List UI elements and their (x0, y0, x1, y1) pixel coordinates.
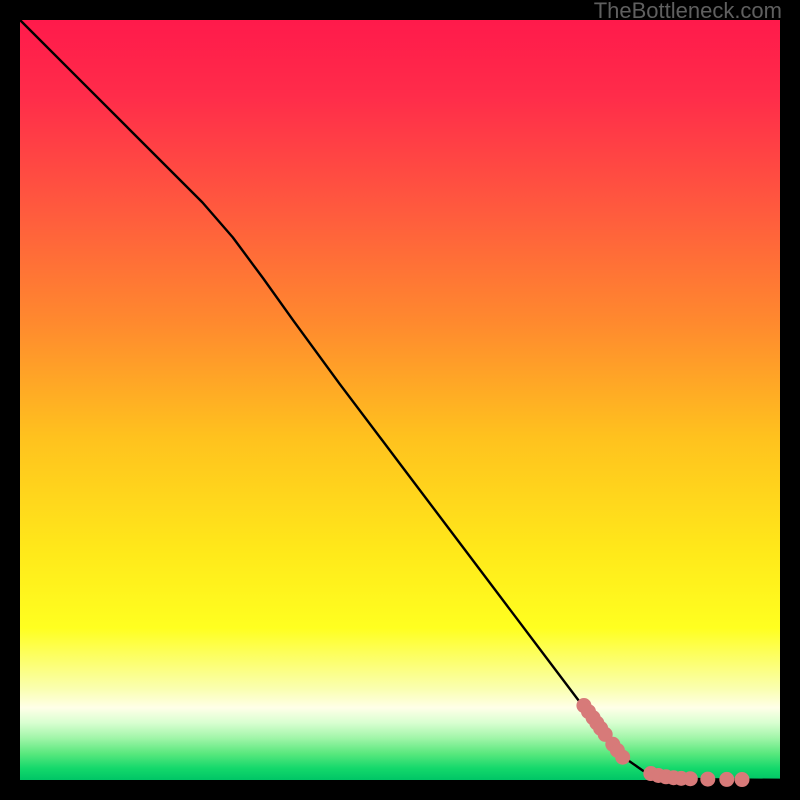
scatter-point (683, 772, 697, 786)
scatter-point (735, 773, 749, 787)
bottleneck-chart (0, 0, 800, 800)
scatter-point (616, 750, 630, 764)
watermark-text: TheBottleneck.com (594, 0, 782, 22)
scatter-point (720, 772, 734, 786)
chart-stage: TheBottleneck.com (0, 0, 800, 800)
scatter-point (701, 772, 715, 786)
